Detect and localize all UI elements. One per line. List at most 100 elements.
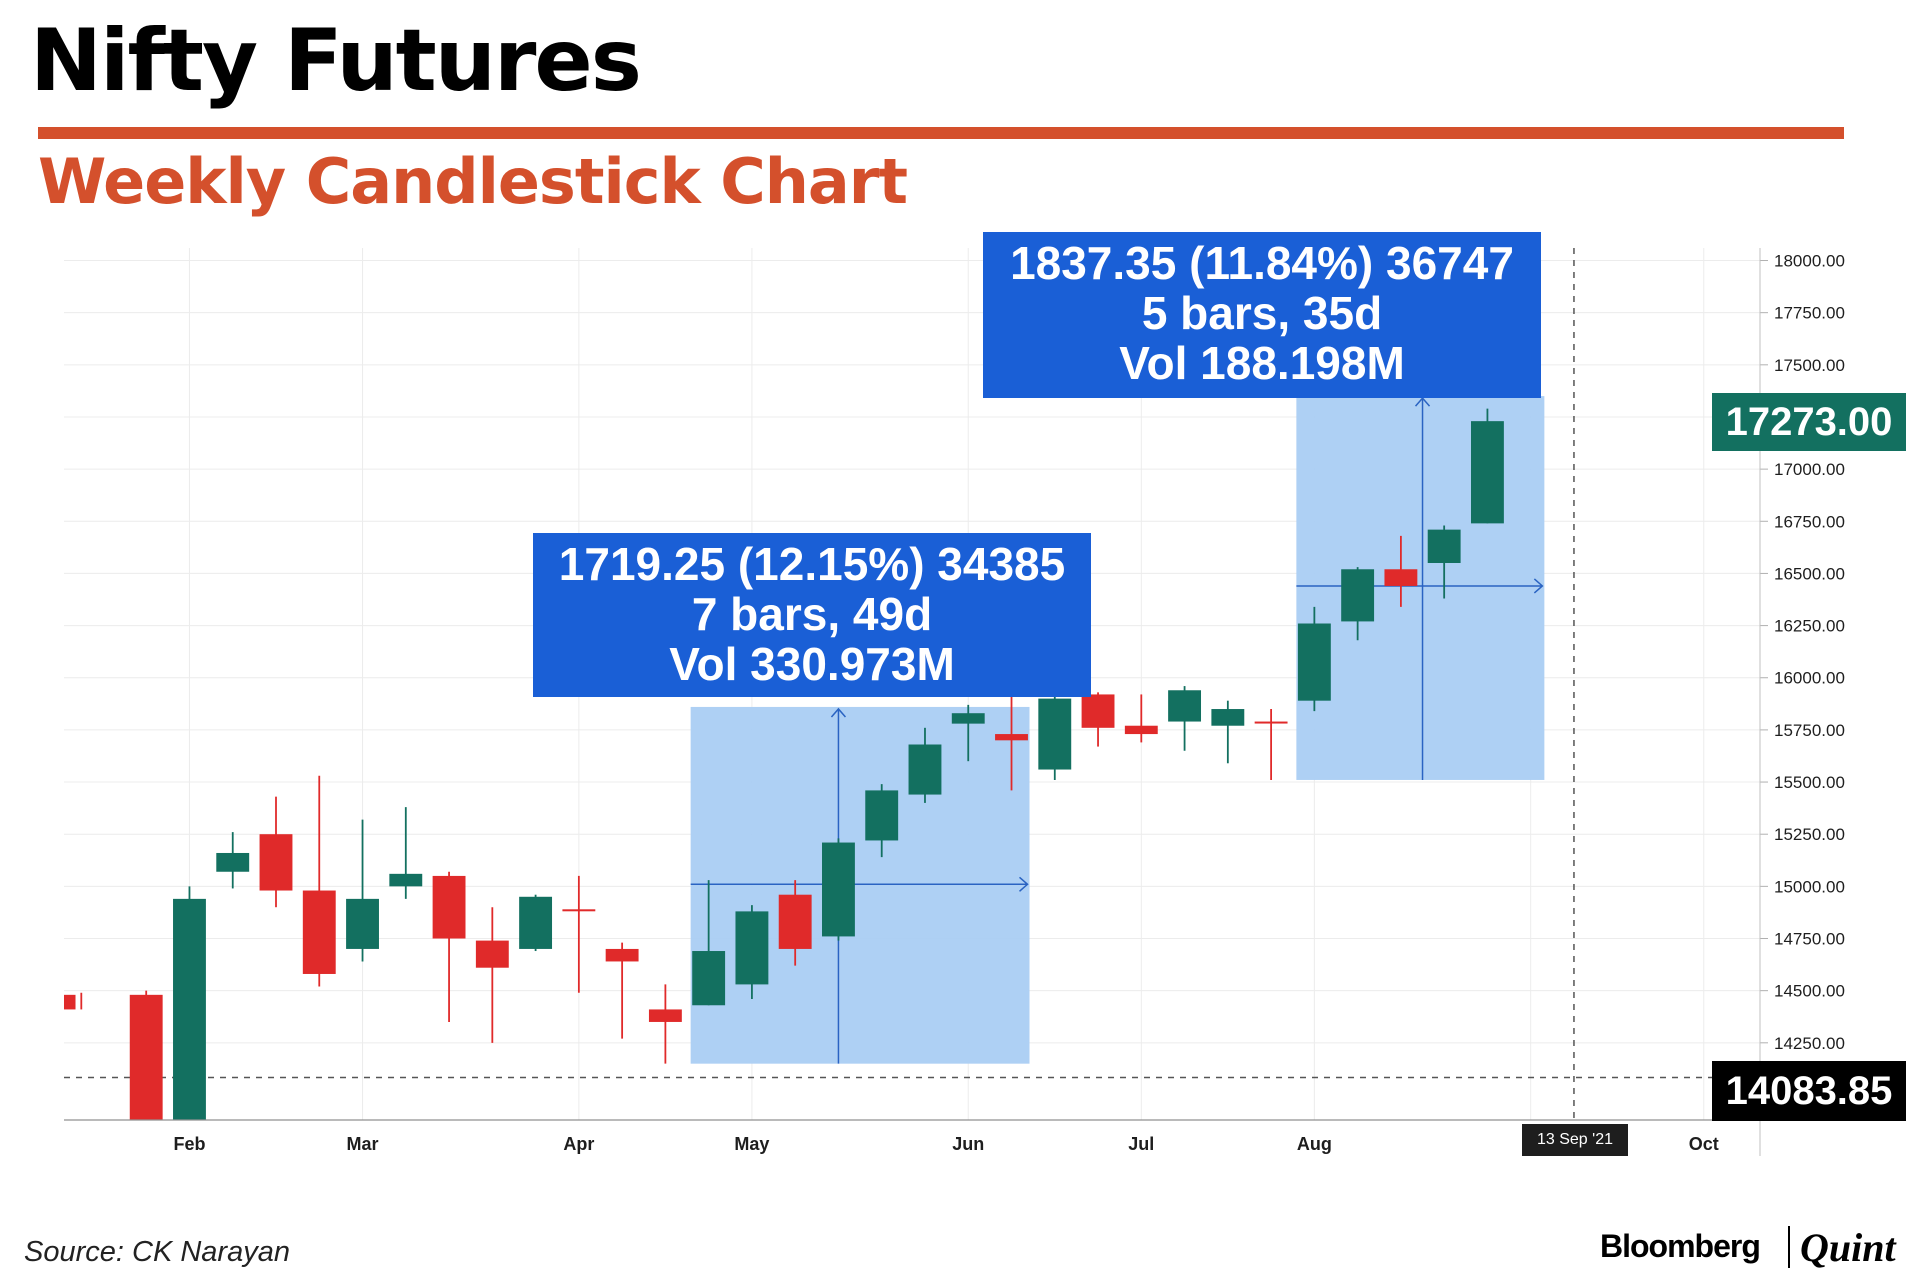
candle-body — [648, 1009, 682, 1022]
y-tick-label: 16000.00 — [1774, 669, 1845, 688]
candle-body — [1297, 623, 1331, 701]
candle-body — [1081, 694, 1115, 728]
y-tick-label: 15250.00 — [1774, 825, 1845, 844]
x-tick-label: Apr — [563, 1134, 594, 1154]
measure-range-box — [690, 706, 1030, 1064]
candle-body — [778, 894, 812, 949]
candle — [173, 886, 206, 1120]
y-tick-label: 14500.00 — [1774, 982, 1845, 1001]
y-tick-label: 15500.00 — [1774, 773, 1845, 792]
candle — [302, 775, 336, 987]
candle-body — [692, 951, 726, 1006]
candle-body — [64, 994, 76, 1010]
candle — [951, 704, 985, 762]
title-divider — [38, 127, 1844, 139]
candle-body — [562, 909, 596, 912]
candle — [64, 992, 83, 1010]
candle-body — [1124, 725, 1158, 735]
y-tick-label: 17750.00 — [1774, 304, 1845, 323]
page-title: Nifty Futures — [30, 11, 642, 111]
candlestick-chart: 14250.00 14500.00 14750.00 15000.00 15250.00… — [64, 248, 1845, 1156]
x-tick-label: Aug — [1297, 1134, 1332, 1154]
candle-body — [1384, 569, 1418, 586]
measure-right-arrow — [1533, 578, 1544, 594]
measure-up-arrow — [830, 707, 847, 718]
candle — [519, 894, 553, 952]
measure-range-box — [1296, 396, 1545, 780]
candle-body — [1211, 709, 1245, 726]
candle-body — [389, 873, 423, 887]
candle-body — [1038, 698, 1072, 770]
candle — [865, 784, 899, 858]
candle — [648, 984, 682, 1064]
candle — [1470, 408, 1504, 524]
y-tick-label: 14750.00 — [1774, 930, 1845, 949]
measure-callout-may: 1719.25 (12.15%) 34385 7 bars, 49d Vol 3… — [533, 533, 1091, 697]
page-subtitle: Weekly Candlestick Chart — [38, 145, 908, 218]
candle — [1038, 696, 1072, 780]
brand-logo: Bloomberg Quint — [1600, 1224, 1920, 1270]
candle — [475, 907, 509, 1043]
candle-body — [129, 994, 163, 1120]
brand-bloomberg: Bloomberg — [1600, 1228, 1761, 1264]
candle-body — [1168, 690, 1202, 722]
chart-axes: 14250.00 14500.00 14750.00 15000.00 15250.00… — [64, 248, 1845, 1156]
x-tick-label: Feb — [173, 1134, 205, 1154]
y-tick-label: 15000.00 — [1774, 877, 1845, 896]
y-tick-label: 17500.00 — [1774, 356, 1845, 375]
candle — [605, 942, 639, 1039]
candle-body — [216, 852, 250, 872]
candle — [259, 796, 293, 908]
candle — [1168, 686, 1202, 751]
candle-body — [1427, 529, 1461, 564]
candle — [346, 819, 379, 962]
y-tick-label: 17000.00 — [1774, 460, 1845, 479]
measure-up-arrow — [1414, 396, 1431, 407]
x-tick-label: Jul — [1128, 1134, 1154, 1154]
y-tick-label: 16750.00 — [1774, 512, 1845, 531]
candle — [735, 905, 769, 1000]
x-tick-label: Jun — [952, 1134, 984, 1154]
candle-body — [519, 896, 553, 949]
source-note: Source: CK Narayan — [24, 1236, 290, 1268]
callout-bars-text: 7 bars, 49d — [691, 588, 933, 640]
y-tick-label: 18000.00 — [1774, 252, 1845, 271]
candle-body — [1341, 569, 1375, 622]
brand-divider — [1788, 1226, 1790, 1268]
x-tick-label: Mar — [347, 1134, 379, 1154]
candle — [1341, 567, 1375, 641]
candle-body — [173, 898, 206, 1120]
measure-ranges — [690, 396, 1545, 1064]
candle — [432, 871, 466, 1022]
candles — [64, 408, 1504, 1120]
candle-body — [432, 875, 466, 939]
candle — [1211, 700, 1245, 764]
candle — [778, 880, 812, 966]
measure-callout-aug: 1837.35 (11.84%) 36747 5 bars, 35d Vol 1… — [983, 232, 1541, 398]
candle — [822, 838, 855, 941]
candle-body — [475, 940, 509, 968]
low-price-label: 14083.85 — [1712, 1061, 1906, 1121]
callout-volume-text: Vol 330.973M — [669, 638, 955, 690]
candle-body — [1470, 421, 1504, 524]
y-tick-label: 14250.00 — [1774, 1034, 1845, 1053]
candle-body — [302, 890, 336, 974]
candle — [995, 696, 1028, 791]
candle — [562, 875, 596, 993]
candle-body — [995, 734, 1028, 741]
candle — [216, 832, 250, 889]
candle-body — [735, 911, 769, 985]
y-tick-label: 16500.00 — [1774, 564, 1845, 583]
candle-body — [605, 948, 639, 962]
last-price-label: 17273.00 — [1712, 393, 1906, 451]
candle-body — [908, 744, 942, 795]
candle-body — [951, 713, 985, 724]
callout-change-text: 1719.25 (12.15%) 34385 — [558, 538, 1066, 590]
candle-body — [865, 790, 899, 841]
candle-body — [259, 834, 293, 891]
candle — [1427, 525, 1461, 599]
candle — [908, 727, 942, 803]
callout-change-text: 1837.35 (11.84%) 36747 — [1010, 237, 1514, 289]
callout-bars-text: 5 bars, 35d — [1141, 287, 1383, 339]
candle-body — [822, 842, 855, 937]
